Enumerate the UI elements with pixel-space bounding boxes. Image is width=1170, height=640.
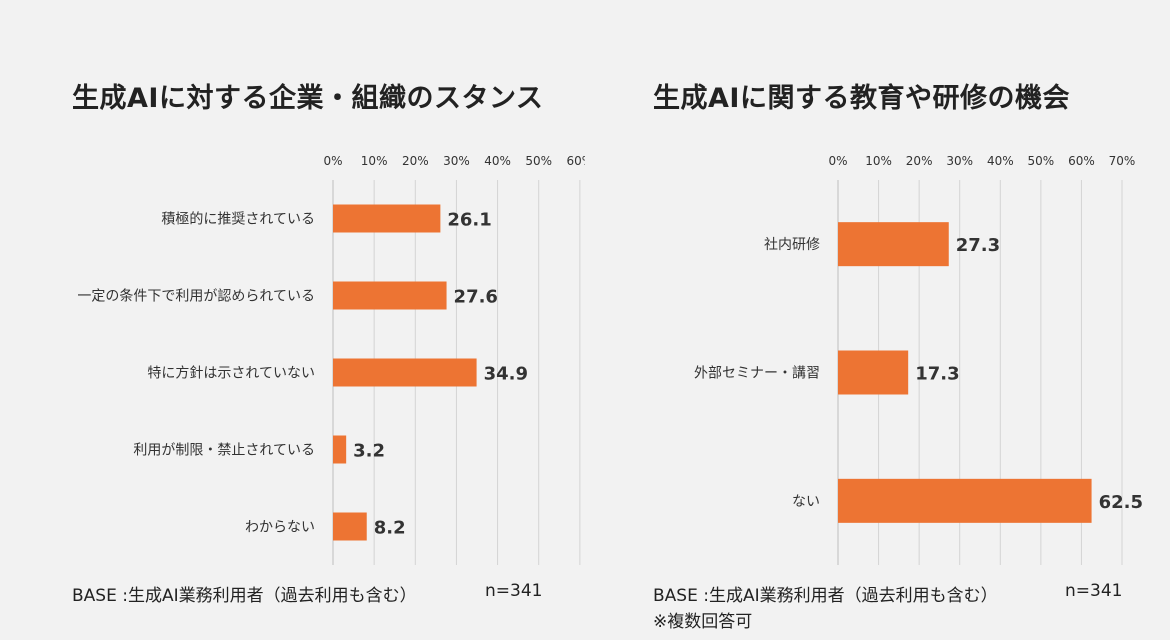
x-tick-label: 20% — [906, 154, 933, 168]
base-label: BASE :生成AI業務利用者（過去利用も含む） — [653, 586, 998, 606]
x-tick-label: 0% — [323, 154, 342, 168]
category-label: 特に方針は示されていない — [147, 366, 315, 382]
data-label: 34.9 — [484, 364, 528, 385]
x-tick-label: 40% — [484, 154, 511, 168]
bar-chart-training: 0% 10% 20% 30% 40% 50% 60% 70% 27.3 社内研修 17.3 外部セミナ… — [694, 154, 1143, 565]
bar — [333, 281, 447, 310]
x-tick-label: 50% — [525, 154, 552, 168]
x-tick-label: 60% — [1068, 154, 1095, 168]
x-tick-label: 0% — [828, 154, 847, 168]
chart-panel-stance: 生成AIに対する企業・組織のスタンス 0%10%20%30%40%50%60%7… — [72, 83, 585, 606]
bar-chart-stance: 0%10%20%30%40%50%60%70%26.1積極的に推奨されている27… — [77, 154, 585, 565]
x-tick-label: 10% — [361, 154, 388, 168]
bar — [333, 204, 441, 233]
chart-panel-training: 生成AIに関する教育や研修の機会 0% 10% 20% 30% 40% 50% 60% 70%… — [585, 0, 1170, 640]
bar — [838, 222, 949, 267]
category-label: 積極的に推奨されている — [161, 212, 315, 228]
multiple-answer-note: ※複数回答可 — [653, 612, 753, 632]
category-label: 社内研修 — [764, 237, 820, 253]
x-tick-label: 30% — [946, 154, 973, 168]
data-label: 27.6 — [454, 287, 498, 308]
category-label: ない — [792, 494, 820, 510]
data-label: 26.1 — [447, 210, 491, 231]
x-tick-label: 20% — [402, 154, 429, 168]
data-label: 27.3 — [956, 235, 1000, 256]
bar — [333, 435, 347, 464]
bar — [333, 358, 477, 387]
data-label: 62.5 — [1099, 492, 1143, 513]
x-tick-label: 50% — [1028, 154, 1055, 168]
x-tick-label: 60% — [567, 154, 585, 168]
chart-title: 生成AIに関する教育や研修の機会 — [653, 83, 1070, 114]
bar — [333, 512, 367, 541]
sample-size-label: n=341 — [1065, 581, 1123, 601]
category-label: 外部セミナー・講習 — [694, 366, 820, 382]
x-tick-label: 70% — [1109, 154, 1136, 168]
data-label: 8.2 — [374, 518, 406, 539]
bar — [838, 478, 1092, 523]
x-tick-label: 10% — [865, 154, 892, 168]
chart-title: 生成AIに対する企業・組織のスタンス — [72, 83, 544, 114]
base-label: BASE :生成AI業務利用者（過去利用も含む） — [72, 586, 417, 606]
category-label: わからない — [245, 520, 315, 536]
x-tick-label: 30% — [443, 154, 470, 168]
category-label: 利用が制限・禁止されている — [133, 443, 315, 459]
data-label: 17.3 — [915, 364, 959, 385]
x-tick-label: 40% — [987, 154, 1014, 168]
data-label: 3.2 — [353, 441, 385, 462]
category-label: 一定の条件下で利用が認められている — [77, 288, 315, 305]
bar — [838, 350, 909, 395]
sample-size-label: n=341 — [485, 581, 543, 601]
